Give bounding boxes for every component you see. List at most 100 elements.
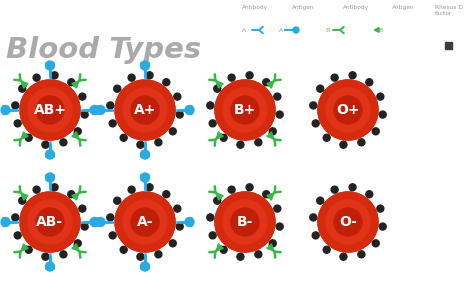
Circle shape	[310, 214, 317, 221]
Circle shape	[215, 80, 275, 140]
Circle shape	[107, 214, 114, 221]
Text: Blood Types: Blood Types	[6, 36, 201, 64]
Text: Antibody: Antibody	[343, 5, 369, 10]
Circle shape	[131, 96, 159, 124]
Circle shape	[215, 192, 275, 252]
Circle shape	[237, 141, 244, 148]
Circle shape	[214, 197, 221, 204]
Bar	[445, 42, 452, 49]
Text: O+: O+	[336, 103, 360, 117]
Circle shape	[115, 192, 175, 252]
Circle shape	[372, 128, 379, 135]
Circle shape	[42, 253, 49, 260]
Circle shape	[60, 139, 67, 146]
Circle shape	[274, 93, 281, 100]
Circle shape	[14, 120, 21, 127]
Circle shape	[209, 120, 216, 127]
Circle shape	[215, 192, 275, 252]
Circle shape	[137, 141, 144, 148]
Circle shape	[36, 96, 64, 124]
Circle shape	[146, 184, 153, 191]
Circle shape	[318, 80, 378, 140]
Text: A+: A+	[134, 103, 156, 117]
Circle shape	[140, 61, 149, 70]
Text: B+: B+	[234, 103, 256, 117]
Circle shape	[28, 88, 72, 132]
Circle shape	[68, 191, 75, 198]
Circle shape	[12, 214, 19, 221]
Circle shape	[331, 74, 338, 81]
Circle shape	[1, 105, 10, 114]
Circle shape	[349, 72, 356, 79]
Circle shape	[140, 262, 149, 271]
Circle shape	[379, 111, 386, 118]
Circle shape	[246, 184, 253, 191]
Circle shape	[19, 85, 26, 92]
Text: A-: A-	[137, 215, 153, 229]
Circle shape	[326, 200, 370, 244]
Circle shape	[169, 240, 176, 247]
Circle shape	[33, 74, 40, 81]
Circle shape	[231, 208, 259, 236]
Text: A: A	[242, 27, 246, 32]
Circle shape	[323, 134, 330, 141]
Circle shape	[14, 232, 21, 239]
Circle shape	[81, 111, 88, 118]
Circle shape	[246, 72, 253, 79]
Circle shape	[20, 192, 80, 252]
Circle shape	[293, 27, 299, 33]
Circle shape	[60, 251, 67, 258]
Circle shape	[46, 262, 55, 271]
Circle shape	[20, 80, 80, 140]
Circle shape	[377, 93, 384, 100]
Circle shape	[33, 186, 40, 193]
Circle shape	[366, 191, 373, 198]
Circle shape	[223, 200, 267, 244]
Circle shape	[207, 214, 214, 221]
Circle shape	[334, 208, 362, 236]
Circle shape	[155, 139, 162, 146]
Circle shape	[174, 205, 181, 212]
Text: B-: B-	[237, 215, 253, 229]
Circle shape	[68, 79, 75, 86]
Circle shape	[185, 218, 194, 227]
Text: A: A	[279, 27, 283, 32]
Circle shape	[220, 246, 227, 253]
Circle shape	[123, 200, 167, 244]
Circle shape	[96, 105, 105, 114]
Circle shape	[74, 240, 81, 247]
Circle shape	[228, 186, 235, 193]
Circle shape	[74, 128, 81, 135]
Circle shape	[349, 184, 356, 191]
Circle shape	[90, 218, 99, 227]
Circle shape	[334, 96, 362, 124]
Circle shape	[269, 128, 276, 135]
Circle shape	[318, 192, 378, 252]
Circle shape	[46, 150, 55, 159]
Circle shape	[274, 205, 281, 212]
Circle shape	[109, 232, 116, 239]
Text: AB-: AB-	[36, 215, 64, 229]
Circle shape	[20, 192, 80, 252]
Circle shape	[79, 205, 86, 212]
Text: Antigen: Antigen	[292, 5, 315, 10]
Circle shape	[207, 102, 214, 109]
Circle shape	[46, 173, 55, 182]
Circle shape	[231, 96, 259, 124]
Circle shape	[276, 111, 283, 118]
Circle shape	[107, 102, 114, 109]
Circle shape	[176, 111, 183, 118]
Circle shape	[176, 223, 183, 230]
Circle shape	[255, 139, 262, 146]
Circle shape	[146, 72, 153, 79]
Circle shape	[120, 134, 127, 141]
Circle shape	[163, 191, 170, 198]
Circle shape	[12, 102, 19, 109]
Circle shape	[340, 141, 347, 148]
Circle shape	[114, 197, 121, 204]
Circle shape	[155, 251, 162, 258]
Circle shape	[46, 61, 55, 70]
Circle shape	[115, 80, 175, 140]
Circle shape	[276, 223, 283, 230]
Circle shape	[19, 197, 26, 204]
